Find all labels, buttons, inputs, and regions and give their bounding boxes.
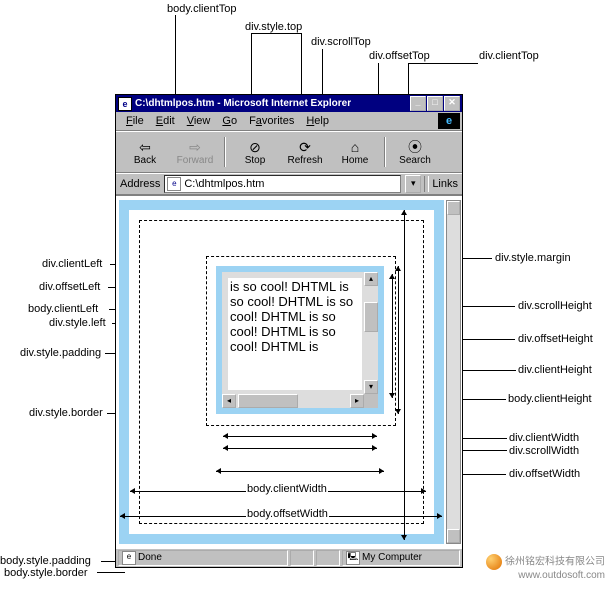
scroll-right-icon[interactable]: ▸ [350, 394, 364, 408]
status-pane-2 [290, 550, 314, 566]
dim-div-offsetHeight [398, 266, 399, 414]
dim-div-clientWidth [223, 436, 377, 437]
div-padding-box: is so cool! DHTML is so cool! DHTML is s… [222, 272, 378, 408]
menu-file[interactable]: FFileile [120, 115, 150, 127]
scroll-down-icon[interactable]: ▾ [364, 380, 378, 394]
address-label: Address [120, 178, 160, 190]
lbl-body-clientTop: body.clientTop [167, 3, 237, 15]
maximize-button[interactable]: □ [427, 96, 443, 111]
scroll-corner [364, 394, 378, 408]
div-scrollbar-h[interactable]: ◂ ▸ [222, 394, 364, 408]
scroll-thumb-v[interactable] [364, 302, 378, 332]
window-title: C:\dhtmlpos.htm - Microsoft Internet Exp… [135, 98, 410, 109]
address-dropdown-button[interactable]: ▾ [405, 175, 421, 193]
links-label[interactable]: Links [432, 178, 458, 190]
address-bar: Address e C:\dhtmlpos.htm ▾ Links [116, 173, 462, 195]
minimize-button[interactable]: _ [410, 96, 426, 111]
lbl-div-style-border: div.style.border [29, 407, 103, 419]
lbl-div-style-left: div.style.left [49, 317, 106, 329]
ie-logo-icon: e [438, 113, 460, 129]
status-pane-3 [316, 550, 340, 566]
stop-icon: ⊘ [230, 139, 280, 155]
home-button[interactable]: ⌂Home [330, 139, 380, 166]
scroll-up-icon[interactable]: ▴ [364, 272, 378, 286]
address-page-icon: e [167, 177, 181, 191]
back-button[interactable]: ⇦Back [120, 139, 170, 166]
watermark: 徐州铭宏科技有限公司 www.outdosoft.com [486, 554, 605, 582]
address-input[interactable]: e C:\dhtmlpos.htm [164, 175, 401, 193]
menu-edit[interactable]: Edit [150, 115, 181, 127]
lbl-div-clientWidth: div.clientWidth [509, 432, 579, 444]
address-text: C:\dhtmlpos.htm [184, 176, 264, 192]
refresh-button[interactable]: ⟳Refresh [280, 139, 330, 166]
lbl-div-clientLeft: div.clientLeft [42, 258, 102, 270]
refresh-icon: ⟳ [280, 139, 330, 155]
status-page-icon: e [122, 551, 136, 565]
home-icon: ⌂ [330, 139, 380, 155]
menu-help[interactable]: Help [300, 115, 335, 127]
lbl-div-scrollHeight: div.scrollHeight [518, 300, 592, 312]
leader-div-clientTop-h [408, 63, 478, 64]
status-done: e Done [118, 550, 288, 566]
lbl-div-scrollWidth: div.scrollWidth [509, 445, 579, 457]
dim-div-clientHeight [392, 274, 393, 398]
lbl-div-style-padding: div.style.padding [20, 347, 101, 359]
address-separator [424, 176, 429, 192]
lbl-body-style-border: body.style.border [4, 567, 88, 579]
dim-div-offsetWidth [216, 471, 384, 472]
lbl-body-clientLeft: body.clientLeft [28, 303, 98, 315]
viewport-scrollbar-v[interactable] [446, 200, 461, 544]
menu-favorites[interactable]: Favorites [243, 115, 300, 127]
close-button[interactable]: ✕ [444, 96, 460, 111]
page-icon: e [118, 97, 132, 111]
forward-button[interactable]: ⇨Forward [170, 139, 220, 166]
menu-go[interactable]: Go [216, 115, 243, 127]
titlebar: e C:\dhtmlpos.htm - Microsoft Internet E… [116, 95, 462, 112]
document-viewport: is so cool! DHTML is so cool! DHTML is s… [116, 195, 462, 548]
lbl-div-offsetLeft: div.offsetLeft [39, 281, 100, 293]
lbl-div-scrollTop: div.scrollTop [311, 36, 371, 48]
toolbar-separator [224, 137, 226, 167]
div-border-box: is so cool! DHTML is so cool! DHTML is s… [216, 266, 384, 414]
back-icon: ⇦ [120, 139, 170, 155]
toolbar: ⇦Back ⇨Forward ⊘Stop ⟳Refresh ⌂Home ⦿Sea… [116, 131, 462, 173]
lbl-div-style-top: div.style.top [245, 21, 302, 33]
menu-view[interactable]: View [181, 115, 217, 127]
menubar: FFileile Edit View Go Favorites Help e [116, 112, 462, 131]
toolbar-separator-2 [384, 137, 386, 167]
window-buttons: _ □ ✕ [410, 96, 460, 111]
scroll-left-icon[interactable]: ◂ [222, 394, 236, 408]
lbl-div-offsetTop: div.offsetTop [369, 50, 430, 62]
dim-div-scrollWidth [223, 448, 377, 449]
lbl-div-style-margin: div.style.margin [495, 252, 571, 264]
lbl-div-offsetHeight: div.offsetHeight [518, 333, 593, 345]
lbl-div-clientHeight: div.clientHeight [518, 364, 592, 376]
forward-icon: ⇨ [170, 139, 220, 155]
status-zone: 🖳 My Computer [342, 550, 460, 566]
statusbar: e Done 🖳 My Computer [116, 548, 462, 567]
search-button[interactable]: ⦿Search [390, 139, 440, 166]
lbl-div-offsetWidth: div.offsetWidth [509, 468, 580, 480]
leader-div-style-top-h [251, 33, 301, 34]
lbl-body-style-padding: body.style.padding [0, 555, 91, 567]
search-icon: ⦿ [390, 139, 440, 155]
leader-body-style-border [97, 572, 125, 573]
stop-button[interactable]: ⊘Stop [230, 139, 280, 166]
computer-icon: 🖳 [346, 551, 360, 565]
div-scrollbar-v[interactable]: ▴ ▾ [364, 272, 378, 394]
browser-window: e C:\dhtmlpos.htm - Microsoft Internet E… [115, 94, 463, 568]
canvas: { "diagram": { "canvas": {"width":609,"h… [0, 0, 609, 602]
scroll-thumb-h[interactable] [238, 394, 298, 408]
dimlbl-body-clientWidth: body.clientWidth [246, 483, 328, 495]
div-content-box: is so cool! DHTML is so cool! DHTML is s… [228, 278, 362, 390]
watermark-orb-icon [486, 554, 502, 570]
lbl-div-clientTop: div.clientTop [479, 50, 539, 62]
lbl-body-clientHeight: body.clientHeight [508, 393, 592, 405]
dimlbl-body-offsetWidth: body.offsetWidth [246, 508, 329, 520]
